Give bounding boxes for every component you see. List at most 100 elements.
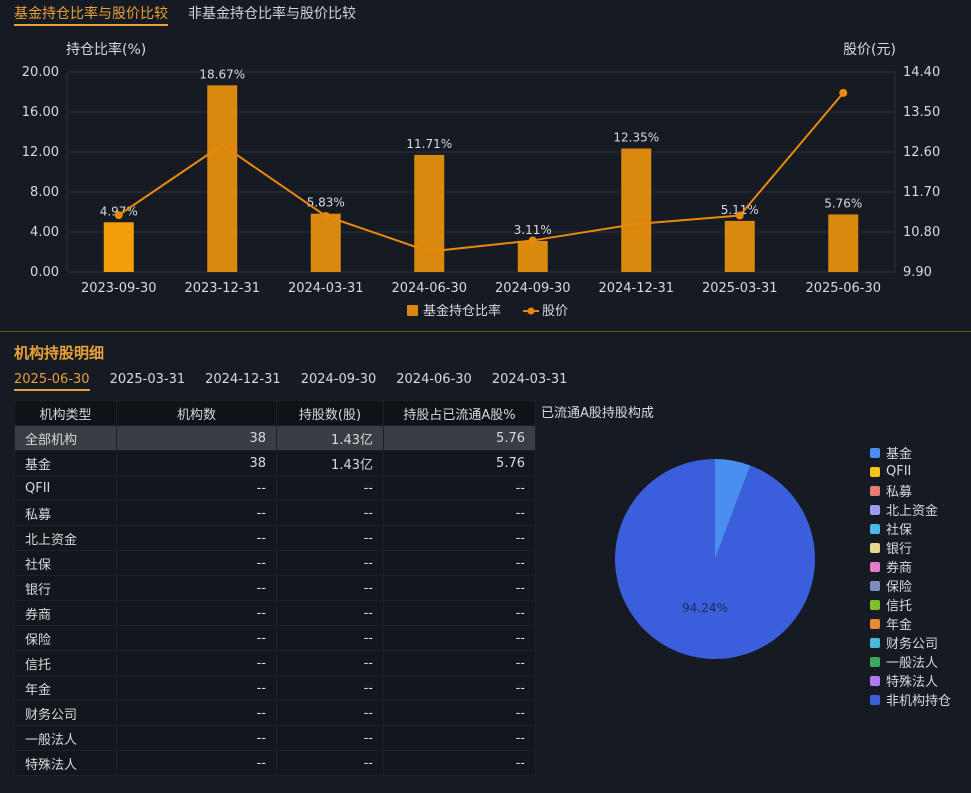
header-institution-type: 机构类型 (14, 400, 117, 426)
legend-swatch (870, 637, 880, 648)
date-tabs: 2025-06-30 2025-03-31 2024-12-31 2024-09… (14, 371, 567, 391)
y2-tick-label: 12.60 (903, 145, 940, 160)
table-row[interactable]: 北上资金 -- -- -- (14, 525, 536, 551)
date-tab-2024-09-30[interactable]: 2024-09-30 (300, 372, 377, 387)
table-row[interactable]: 一般法人 -- -- -- (14, 725, 536, 751)
cell-share-pct: -- (383, 525, 536, 551)
bar (517, 240, 548, 272)
pie-legend-item[interactable]: 银行 (870, 538, 951, 557)
pie-legend-item[interactable]: 券商 (870, 557, 951, 576)
bar (310, 213, 341, 272)
table-row[interactable]: 券商 -- -- -- (14, 600, 536, 626)
pie-legend-item[interactable]: 私募 (870, 481, 951, 500)
legend-line-marker (527, 307, 535, 315)
bar (103, 222, 134, 272)
legend-swatch (870, 599, 880, 610)
cell-share-pct: -- (383, 675, 536, 701)
holding-pie-chart: 94.24% (615, 459, 815, 659)
table-row[interactable]: 私募 -- -- -- (14, 500, 536, 526)
legend-swatch (870, 675, 880, 686)
y-tick-label: 12.00 (22, 145, 59, 160)
cell-institution-type: 银行 (14, 575, 117, 601)
legend-label: 私募 (886, 485, 913, 500)
table-row[interactable]: 基金 38 1.43亿 5.76 (14, 450, 536, 476)
table-row[interactable]: 银行 -- -- -- (14, 575, 536, 601)
cell-institution-count: -- (116, 625, 277, 651)
x-tick-label: 2025-06-30 (805, 281, 881, 296)
legend-label: 券商 (886, 561, 913, 576)
legend-swatch (870, 618, 880, 629)
pie-legend-item[interactable]: QFII (870, 462, 951, 481)
cell-institution-count: -- (116, 600, 277, 626)
section-divider (0, 331, 971, 332)
cell-shares: -- (276, 550, 384, 576)
cell-shares: -- (276, 650, 384, 676)
pie-legend-item[interactable]: 北上资金 (870, 500, 951, 519)
x-tick-label: 2024-09-30 (495, 281, 571, 296)
pie-legend-item[interactable]: 一般法人 (870, 652, 951, 671)
y-tick-label: 20.00 (22, 65, 59, 80)
pie-legend-item[interactable]: 基金 (870, 443, 951, 462)
y-tick-label: 4.00 (30, 225, 59, 240)
table-row[interactable]: 特殊法人 -- -- -- (14, 750, 536, 776)
table-row[interactable]: 社保 -- -- -- (14, 550, 536, 576)
legend-label: 一般法人 (886, 656, 939, 671)
chart-tabs: 基金持仓比率与股价比较 非基金持仓比率与股价比较 (14, 4, 356, 26)
table-row[interactable]: 信托 -- -- -- (14, 650, 536, 676)
bar-data-label: 18.67% (199, 67, 245, 81)
tab-fund-holding[interactable]: 基金持仓比率与股价比较 (14, 4, 168, 26)
table-row[interactable]: 财务公司 -- -- -- (14, 700, 536, 726)
bar-data-label: 5.83% (307, 196, 345, 210)
cell-share-pct: -- (383, 475, 536, 501)
bar-data-label: 11.71% (406, 137, 452, 151)
date-tab-2025-03-31[interactable]: 2025-03-31 (109, 372, 186, 387)
pie-slice[interactable] (715, 459, 751, 559)
bar-data-label: 5.76% (824, 196, 862, 210)
legend-bar-label: 基金持仓比率 (423, 303, 501, 319)
pie-legend-item[interactable]: 年金 (870, 614, 951, 633)
cell-share-pct: 5.76 (383, 425, 536, 451)
cell-shares: -- (276, 475, 384, 501)
cell-share-pct: -- (383, 625, 536, 651)
legend-label: 保险 (886, 580, 913, 595)
pie-legend-item[interactable]: 特殊法人 (870, 671, 951, 690)
pie-legend: 基金 QFII 私募 北上资金 社保 银行券商保险 信托年金 财务公司一般法人 特殊法人非机构持… (870, 443, 951, 709)
cell-institution-count: -- (116, 575, 277, 601)
cell-shares: -- (276, 500, 384, 526)
cell-shares: 1.43亿 (276, 450, 384, 476)
legend-swatch (870, 523, 880, 534)
table-row[interactable]: 保险 -- -- -- (14, 625, 536, 651)
legend-line-label: 股价 (542, 304, 568, 319)
table-row[interactable]: 年金 -- -- -- (14, 675, 536, 701)
legend-swatch (870, 485, 880, 496)
pie-legend-item[interactable]: 社保 (870, 519, 951, 538)
bar (724, 220, 755, 272)
pie-slice[interactable] (615, 459, 815, 659)
cell-share-pct: -- (383, 600, 536, 626)
table-body: 全部机构 38 1.43亿 5.76 基金 38 1.43亿 5.76 QFII -- -- -- 私募… (14, 425, 536, 776)
pie-legend-item[interactable]: 信托 (870, 595, 951, 614)
date-tab-2024-12-31[interactable]: 2024-12-31 (205, 372, 281, 387)
cell-institution-count: 38 (116, 450, 277, 476)
pie-legend-item[interactable]: 财务公司 (870, 633, 951, 652)
cell-institution-type: 财务公司 (14, 700, 117, 726)
pie-legend-item[interactable]: 非机构持仓 (870, 690, 951, 709)
holding-price-chart: 0.00 4.00 8.00 12.00 16.00 20.00 9.90 10.80 11.7… (22, 41, 940, 319)
cell-shares: -- (276, 625, 384, 651)
table-row[interactable]: QFII -- -- -- (14, 475, 536, 501)
legend-swatch (870, 542, 880, 553)
cell-institution-type: 信托 (14, 650, 117, 676)
legend-label: 非机构持仓 (886, 694, 952, 709)
x-tick-label: 2024-03-31 (288, 281, 364, 296)
cell-institution-count: -- (116, 675, 277, 701)
cell-share-pct: -- (383, 750, 536, 776)
pie-legend-item[interactable]: 保险 (870, 576, 951, 595)
y2-tick-label: 14.40 (903, 65, 940, 80)
legend-label: 年金 (886, 618, 913, 633)
date-tab-2025-06-30[interactable]: 2025-06-30 (14, 371, 90, 391)
tab-non-fund-holding[interactable]: 非基金持仓比率与股价比较 (188, 6, 356, 22)
date-tab-2024-06-30[interactable]: 2024-06-30 (396, 372, 472, 387)
table-row[interactable]: 全部机构 38 1.43亿 5.76 (14, 425, 536, 451)
date-tab-2024-03-31[interactable]: 2024-03-31 (491, 372, 568, 387)
y2-tick-label: 13.50 (903, 105, 940, 120)
